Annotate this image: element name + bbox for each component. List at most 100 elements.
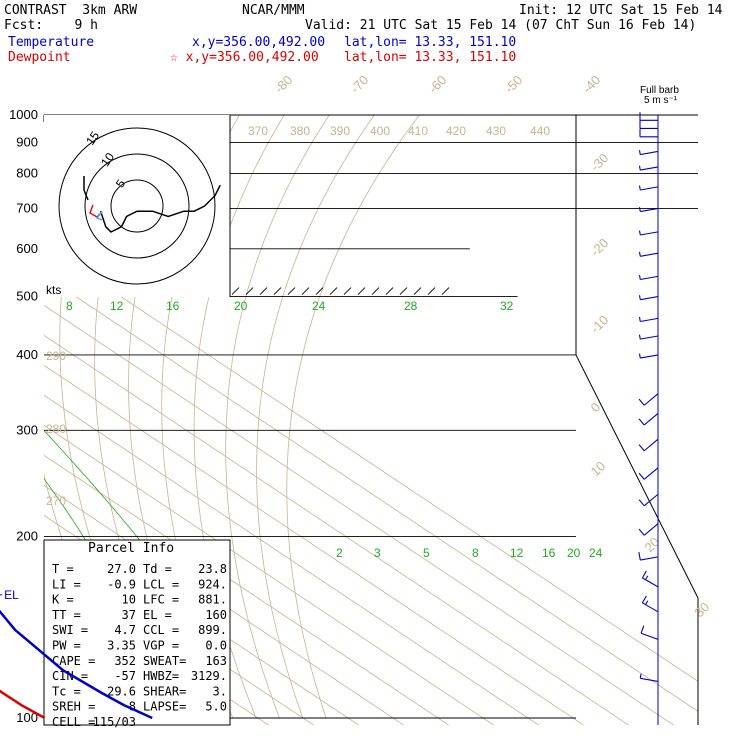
parcel-cell: 0.0	[205, 639, 227, 653]
init-time: Init: 12 UTC Sat 15 Feb 14	[519, 3, 723, 18]
theta-e-label: 16	[166, 299, 180, 313]
theta-e-label: 32	[500, 299, 514, 313]
parcel-cell: Tc =	[52, 684, 81, 698]
isotherm-label: 10	[588, 458, 609, 479]
parcel-box	[43, 539, 231, 726]
parcel-cell: -0.9	[107, 577, 136, 591]
pressure-label: 300	[16, 422, 38, 437]
dewpoint-legend: Dewpoint	[8, 50, 71, 65]
theta-e-label: 12	[110, 299, 124, 313]
hatch-mark	[273, 287, 282, 295]
wind-barb-half	[638, 150, 641, 155]
pressure-label: 900	[16, 135, 38, 150]
wind-barb-half	[638, 230, 641, 236]
parcel-cell: 5.0	[205, 700, 227, 714]
wind-barb-staff	[640, 207, 659, 213]
theta-e-label: 24	[312, 299, 326, 313]
hatch-mark	[329, 287, 338, 295]
parcel-cell: SWEAT=	[143, 654, 186, 668]
wind-barb-staff	[643, 523, 659, 536]
temperature-xy: x,y=356.00,492.00	[192, 35, 326, 50]
wind-barb-flag	[638, 528, 645, 536]
parcel-cell: TT =	[52, 608, 81, 622]
wind-barb-half	[638, 251, 641, 257]
hatch-mark	[441, 287, 450, 295]
wind-barb-flag	[638, 444, 645, 452]
wind-barb-flag	[638, 552, 641, 561]
theta-label: 400	[370, 124, 390, 138]
parcel-cell: 37	[122, 608, 136, 622]
wind-barb-staff	[640, 275, 659, 281]
temperature-legend: Temperature	[8, 35, 95, 50]
dry-adiabat-line	[225, 115, 339, 719]
wind-barb-staff	[643, 493, 659, 507]
mixing-ratio-label: 16	[542, 546, 556, 560]
parcel-cell: 160	[205, 608, 227, 622]
barb-title: Full barb	[640, 85, 679, 96]
pressure-label: 100	[16, 710, 38, 725]
isotherm-label: -10	[588, 312, 612, 336]
parcel-cell: CAPE =	[52, 654, 95, 668]
wind-barb-flag	[638, 398, 645, 406]
parcel-cell: LAPSE=	[143, 700, 186, 714]
wind-barb-staff	[642, 577, 659, 588]
dry-adiabat-line	[286, 115, 430, 719]
parcel-cell: EL =	[143, 608, 172, 622]
wind-barb-staff	[640, 632, 659, 640]
right-diagonal	[575, 354, 699, 599]
theta-label: 370	[248, 124, 268, 138]
isotherm-label: -30	[588, 150, 612, 174]
parcel-cell: HWBZ=	[143, 669, 179, 683]
theta-label: 420	[446, 124, 466, 138]
wind-barb-staff	[640, 150, 659, 156]
wind-barb-staff	[640, 335, 659, 340]
hatch-mark	[357, 287, 366, 295]
theta-label: 440	[530, 124, 550, 138]
parcel-cell: 163	[205, 654, 227, 668]
hatch-mark	[287, 287, 296, 295]
isotherm-label: -50	[502, 72, 526, 96]
wind-barbs	[638, 112, 659, 725]
theta-e-label: 8	[66, 299, 73, 313]
parcel-cell: CELL =	[52, 715, 95, 729]
wind-barb-staff	[643, 393, 659, 406]
hodograph-ring	[58, 127, 216, 285]
parcel-cell: SWI =	[52, 623, 88, 637]
wind-barb-half	[638, 295, 641, 300]
hatch-mark	[301, 287, 310, 295]
isotherm-line	[44, 115, 698, 725]
wind-barb-staff	[643, 467, 659, 480]
mixing-ratio-label: 24	[589, 546, 603, 560]
hatch-mark	[315, 287, 324, 295]
valid-time: Valid: 21 UTC Sat 15 Feb 14 (07 ChT Sun …	[305, 18, 697, 33]
parcel-cell: SREH =	[52, 700, 95, 714]
wind-barb-staff	[640, 354, 659, 359]
dry-adiabat-line	[256, 115, 384, 719]
parcel-cell: LFC =	[143, 593, 179, 607]
parcel-cell: SHEAR=	[143, 684, 186, 698]
parcel-cell: K =	[52, 593, 74, 607]
temperature-latlon: lat,lon= 13.33, 151.10	[344, 35, 517, 50]
wind-barb-staff	[640, 231, 659, 236]
hatch-mark	[259, 287, 268, 295]
isotherm-line	[44, 115, 525, 725]
hodograph-surface	[95, 211, 103, 221]
isotherm-label: -80	[272, 72, 296, 96]
parcel-cell: PW =	[52, 639, 81, 653]
wind-barb-half	[645, 575, 649, 580]
annotation-label: EL	[4, 588, 19, 602]
wind-barb-half	[638, 185, 641, 191]
wind-barb-staff	[640, 677, 659, 682]
isotherm-line	[44, 115, 480, 725]
mixing-ratio-label: 2	[336, 546, 343, 560]
hodograph-ring	[84, 153, 190, 259]
wind-barb-flag	[641, 595, 647, 604]
mixing-ratio-label: 12	[510, 546, 524, 560]
pressure-label: 200	[16, 528, 38, 543]
hatch-mark	[399, 287, 408, 295]
isotherm-label: -70	[348, 72, 372, 96]
wind-barb-flag	[638, 418, 645, 426]
parcel-cell: Td =	[143, 562, 172, 576]
parcel-cell: 3129.	[191, 669, 227, 683]
